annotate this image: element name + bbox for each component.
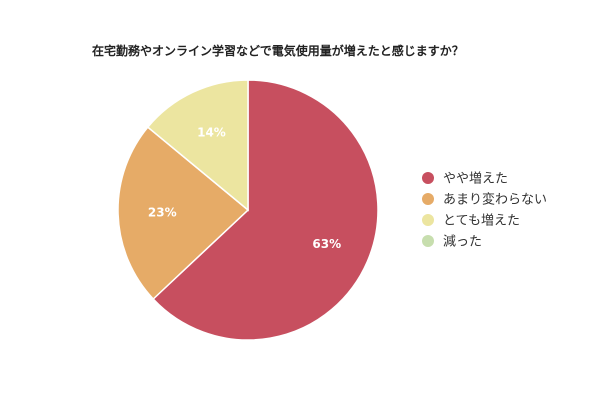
legend-label-3: とても増えた — [443, 214, 520, 229]
legend-swatch-4 — [422, 235, 434, 247]
chart-title: 在宅勤務やオンライン学習などで電気使用量が増えたと感じますか？ — [92, 43, 464, 58]
slice-label-2: 23% — [148, 206, 177, 220]
slice-label-1: 63% — [312, 237, 341, 251]
legend-label-2: あまり変わらない — [443, 192, 547, 208]
legend-label-4: 減った — [443, 234, 482, 250]
pie-slice-2 — [117, 126, 250, 301]
pie-slice-1 — [152, 79, 379, 341]
pie-slices — [117, 79, 379, 341]
slice-label-3: 14% — [197, 125, 226, 139]
legend-swatch-3 — [422, 214, 434, 226]
legend-swatch-1 — [422, 172, 434, 184]
legend-label-1: やや増えた — [443, 172, 508, 187]
legend-swatch-2 — [422, 193, 434, 205]
pie-slice-3 — [146, 79, 249, 212]
slice-labels: 63% 23% 14% — [148, 125, 341, 251]
